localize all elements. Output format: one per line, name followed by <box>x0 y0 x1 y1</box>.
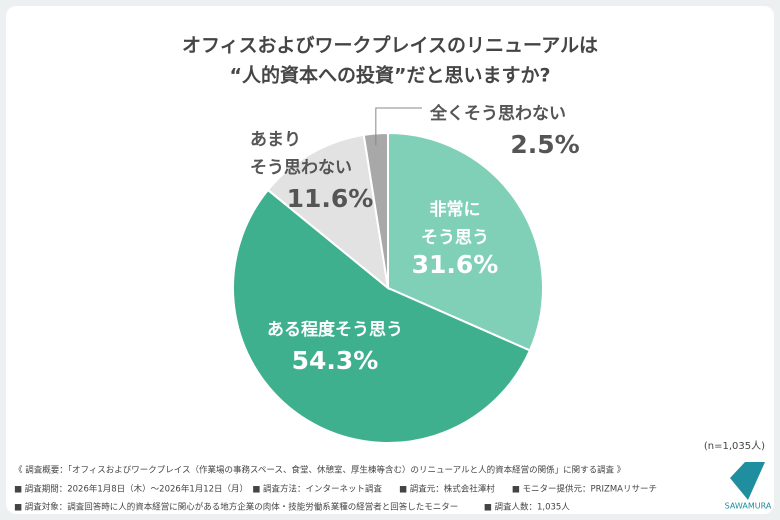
logo: SAWAMURA <box>725 502 772 511</box>
footnote: ■ 調査期間：2026年1月8日（木）〜2026年1月12日（月） ■ 調査方法… <box>14 484 657 495</box>
pie-slice <box>387 131 544 352</box>
chart-title: オフィスおよびワークプレイスのリニューアルは <box>182 34 598 57</box>
slice-label: ある程度そう思う <box>267 319 403 340</box>
chart-title: “人的資本への投資”だと思いますか? <box>230 64 551 87</box>
slice-label: あまりそう思わない <box>250 130 352 178</box>
slice-label: 全くそう思わない <box>429 103 566 124</box>
slice-label: 非常にそう思う <box>421 199 489 248</box>
value-label: 54.3% <box>292 346 379 375</box>
value-label: 31.6% <box>412 250 499 279</box>
value-label: 11.6% <box>287 184 374 213</box>
logo-mark <box>730 462 765 500</box>
leader-line <box>375 107 422 146</box>
pie-slice <box>232 188 532 444</box>
pie-slice <box>266 133 390 291</box>
footnote: ■ 調査対象：調査回答時に人的資本経営に関心がある地方企業の肉体・技能労働系業種… <box>14 502 570 513</box>
footnote: 《 調査概要：「オフィスおよびワークプレイス（作業場の事務スペース、食堂、休憩室… <box>14 465 625 476</box>
value-label: 2.5% <box>510 130 579 159</box>
sample-size: (n=1,035人) <box>704 440 765 452</box>
